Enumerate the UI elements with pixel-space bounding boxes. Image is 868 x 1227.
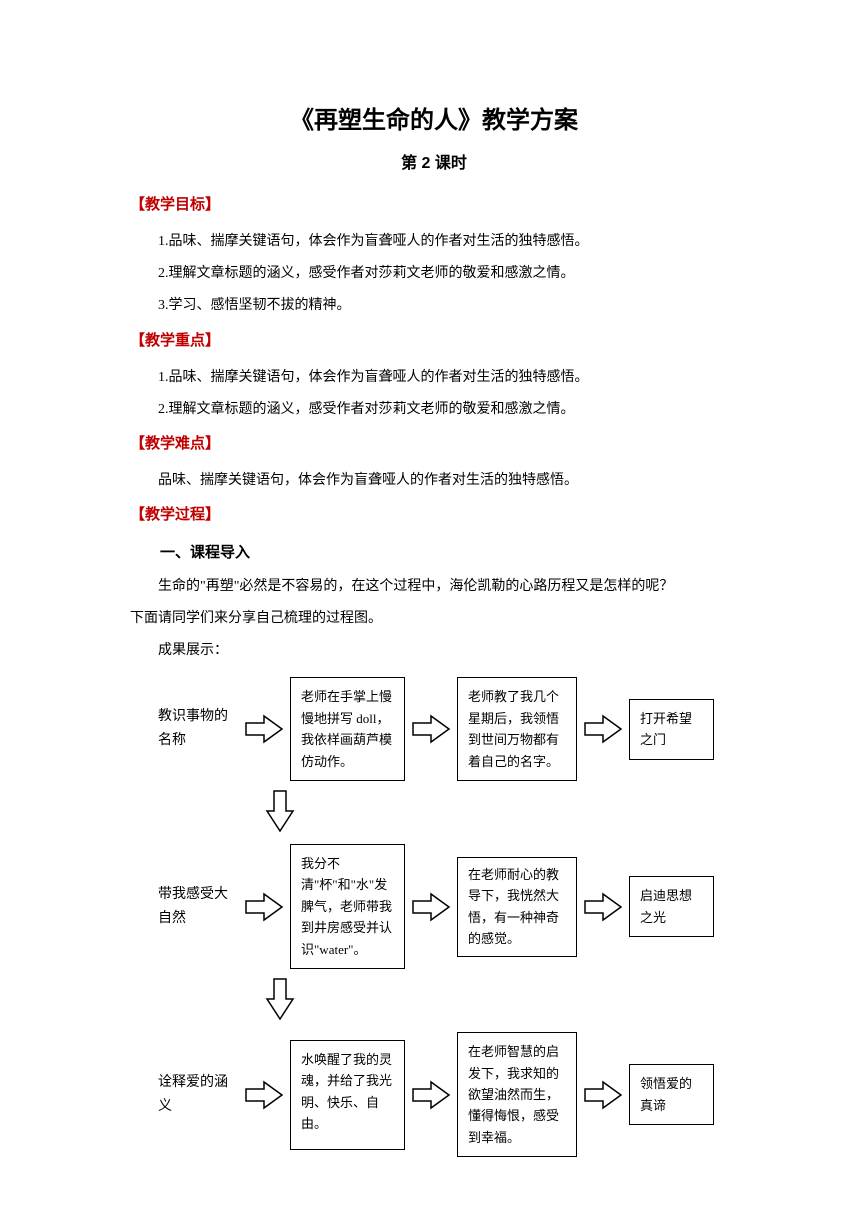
- flow-box-3b: 在老师智慧的启发下，我求知的欲望油然而生，懂得悔恨，感受到幸福。: [457, 1032, 577, 1157]
- arrow-down-icon: [263, 789, 297, 833]
- flow-box-2c: 启迪思想之光: [629, 876, 714, 937]
- goal-item-2: 2.理解文章标题的涵义，感受作者对莎莉文老师的敬爱和感激之情。: [130, 258, 738, 290]
- arrow-right-icon: [244, 890, 284, 924]
- flow-row-2: 带我感受大自然 我分不清"杯"和"水"发脾气，老师带我到井房感受并认识"wate…: [158, 844, 738, 969]
- flow-label-2: 带我感受大自然: [158, 883, 238, 931]
- flow-label-3: 诠释爱的涵义: [158, 1071, 238, 1119]
- flow-box-2b: 在老师耐心的教导下，我恍然大悟，有一种神奇的感觉。: [457, 857, 577, 957]
- intro-header: 一、课程导入: [130, 536, 738, 571]
- goal-item-3: 3.学习、感悟坚韧不拔的精神。: [130, 290, 738, 322]
- flow-box-2a: 我分不清"杯"和"水"发脾气，老师带我到井房感受并认识"water"。: [290, 844, 405, 969]
- section-header-focus: 【教学重点】: [130, 329, 738, 350]
- flow-box-3a: 水唤醒了我的灵魂，并给了我光明、快乐、自由。: [290, 1040, 405, 1150]
- section-header-goals: 【教学目标】: [130, 193, 738, 214]
- flow-label-1: 教识事物的名称: [158, 705, 238, 753]
- arrow-right-icon: [244, 712, 284, 746]
- flowchart: 教识事物的名称 老师在手掌上慢慢地拼写 doll，我依样画葫芦模仿动作。 老师教…: [158, 677, 738, 1157]
- arrow-right-icon: [244, 1078, 284, 1112]
- intro-paragraph-2: 下面请同学们来分享自己梳理的过程图。: [130, 603, 738, 635]
- flow-box-1c: 打开希望之门: [629, 699, 714, 760]
- section-header-process: 【教学过程】: [130, 503, 738, 524]
- arrow-right-icon: [411, 890, 451, 924]
- flow-row-3: 诠释爱的涵义 水唤醒了我的灵魂，并给了我光明、快乐、自由。 在老师智慧的启发下，…: [158, 1032, 738, 1157]
- section-header-difficulty: 【教学难点】: [130, 432, 738, 453]
- down-arrow-1: [263, 789, 738, 838]
- arrow-down-icon: [263, 977, 297, 1021]
- arrow-right-icon: [411, 712, 451, 746]
- document-subtitle: 第 2 课时: [130, 149, 738, 173]
- flow-box-1b: 老师教了我几个星期后，我领悟到世间万物都有着自己的名字。: [457, 677, 577, 781]
- goal-item-1: 1.品味、揣摩关键语句，体会作为盲聋哑人的作者对生活的独特感悟。: [130, 226, 738, 258]
- arrow-right-icon: [583, 890, 623, 924]
- focus-item-2: 2.理解文章标题的涵义，感受作者对莎莉文老师的敬爱和感激之情。: [130, 394, 738, 426]
- down-arrow-2: [263, 977, 738, 1026]
- difficulty-text: 品味、揣摩关键语句，体会作为盲聋哑人的作者对生活的独特感悟。: [130, 465, 738, 497]
- intro-paragraph-1: 生命的"再塑"必然是不容易的，在这个过程中，海伦凯勒的心路历程又是怎样的呢？: [130, 571, 738, 603]
- arrow-right-icon: [411, 1078, 451, 1112]
- focus-item-1: 1.品味、揣摩关键语句，体会作为盲聋哑人的作者对生活的独特感悟。: [130, 362, 738, 394]
- arrow-right-icon: [583, 712, 623, 746]
- result-label: 成果展示：: [130, 635, 738, 667]
- flow-box-3c: 领悟爱的真谛: [629, 1064, 714, 1125]
- arrow-right-icon: [583, 1078, 623, 1112]
- flow-row-1: 教识事物的名称 老师在手掌上慢慢地拼写 doll，我依样画葫芦模仿动作。 老师教…: [158, 677, 738, 781]
- flow-box-1a: 老师在手掌上慢慢地拼写 doll，我依样画葫芦模仿动作。: [290, 677, 405, 781]
- document-title: 《再塑生命的人》教学方案: [130, 100, 738, 135]
